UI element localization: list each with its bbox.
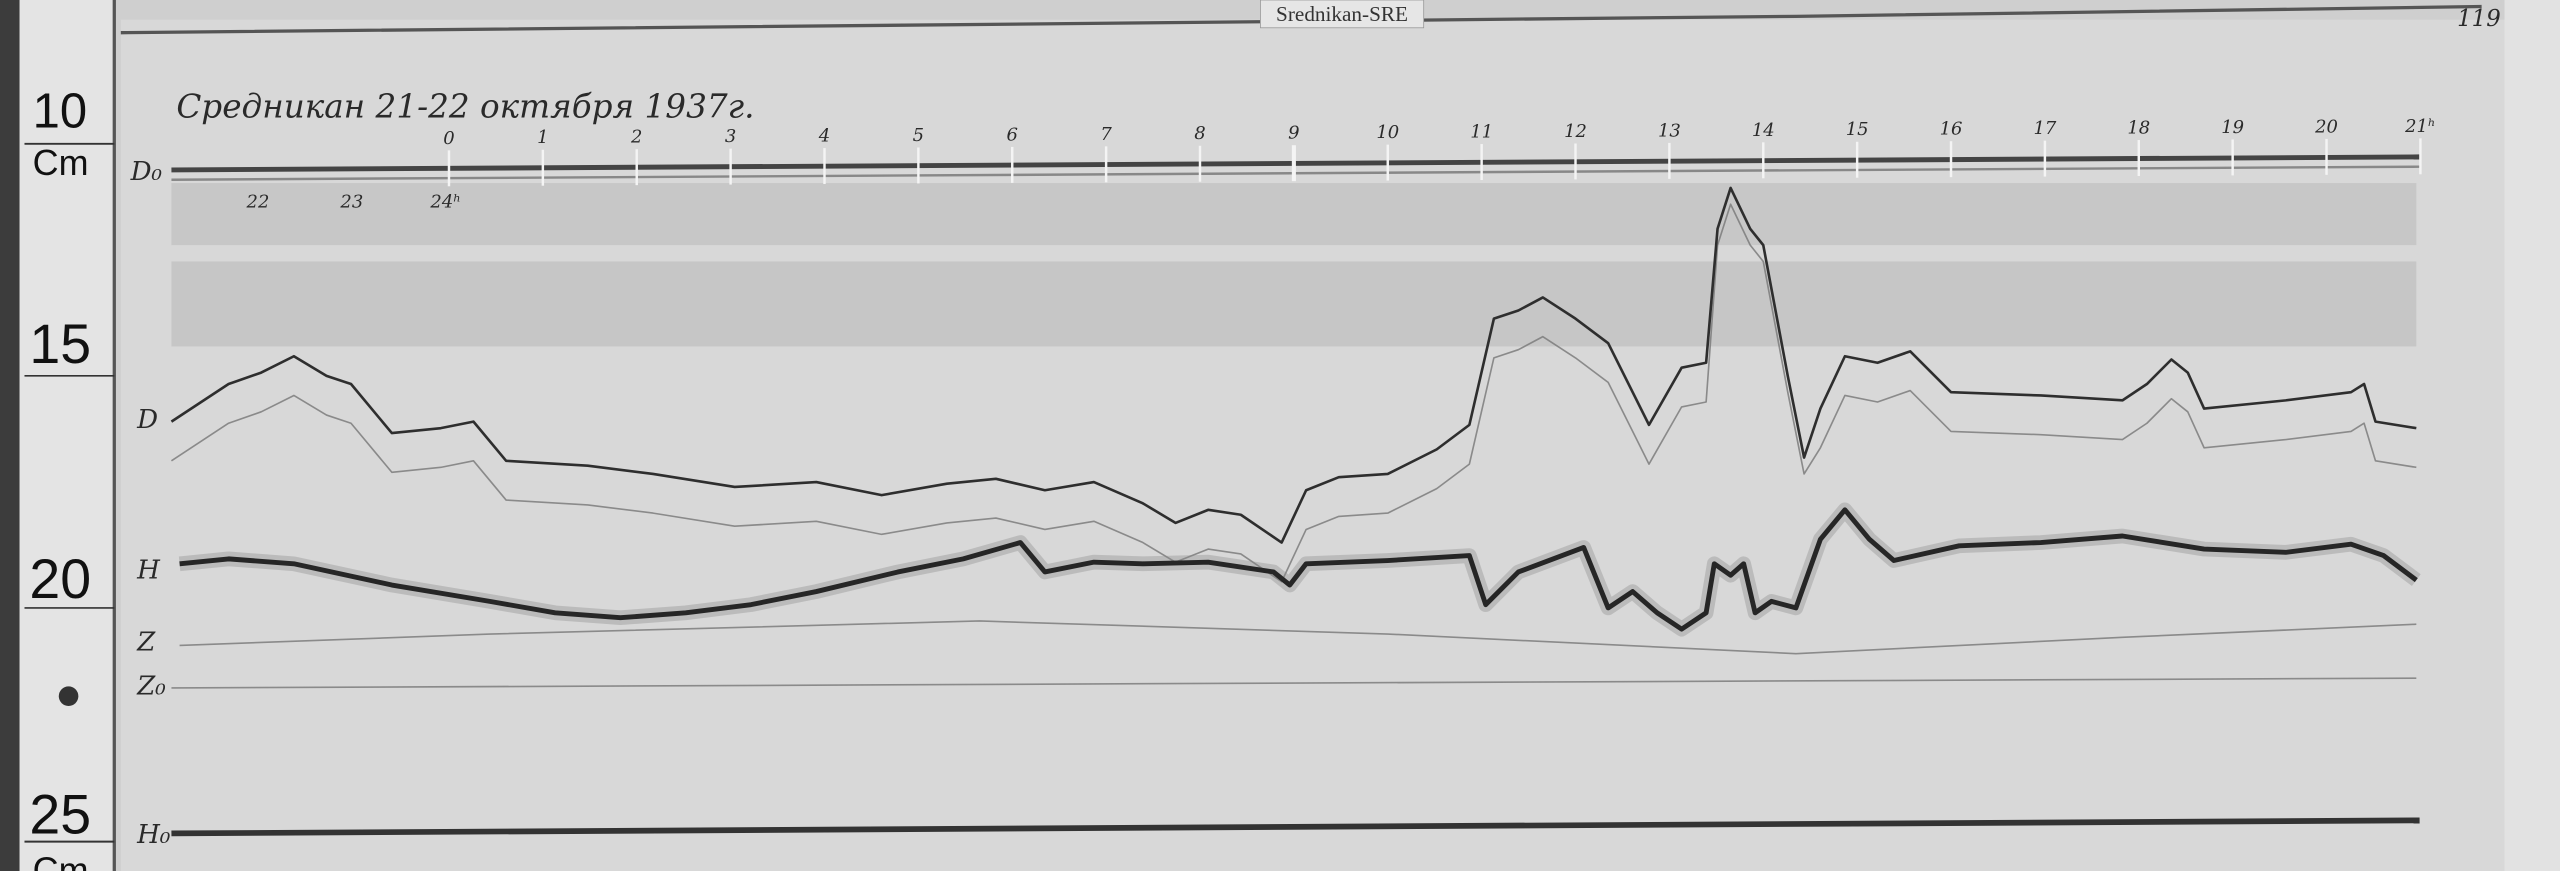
ruler-hole xyxy=(58,686,79,706)
hour-tick-label: 0 xyxy=(443,128,454,149)
hour-tick-label: 3 xyxy=(725,126,736,147)
band-2 xyxy=(171,261,2417,347)
ruler-mark-25: 25 xyxy=(29,783,91,845)
label-d: D xyxy=(136,405,158,435)
hour-tick-label: 14 xyxy=(1752,120,1775,141)
hour-tick-label: 16 xyxy=(1940,119,1963,140)
label-z: Z xyxy=(136,627,156,657)
hour-tick-label: 2 xyxy=(630,127,642,148)
hour-tick-label: 5 xyxy=(913,125,924,146)
hour-tick-label-prev-day: 24ʰ xyxy=(429,192,461,213)
hour-tick-label: 19 xyxy=(2221,117,2244,138)
hour-tick-label: 21ʰ xyxy=(2404,116,2436,137)
hour-tick-label: 10 xyxy=(1376,122,1399,143)
hour-tick-label: 7 xyxy=(1100,124,1112,145)
traces xyxy=(170,186,2421,655)
hour-tick-label: 6 xyxy=(1007,124,1018,145)
hour-tick-label: 17 xyxy=(2033,118,2056,139)
hour-tick-label: 12 xyxy=(1564,121,1587,142)
band-1 xyxy=(171,183,2417,246)
label-h0: H₀ xyxy=(136,820,171,850)
d-trace-secondary xyxy=(170,203,2417,583)
hour-tick-label: 4 xyxy=(818,126,830,147)
hour-tick-label: 1 xyxy=(537,127,548,148)
z0-baseline xyxy=(171,677,2417,689)
label-z0: Z₀ xyxy=(136,672,166,702)
hour-tick-label: 8 xyxy=(1194,123,1205,144)
d-trace xyxy=(170,186,2417,544)
handwritten-title: Средникан 21-22 октября 1937г. xyxy=(176,88,754,126)
hour-tick-label-prev-day: 22 xyxy=(246,192,270,213)
hour-tick-label: 20 xyxy=(2314,116,2338,137)
hour-tick-label: 15 xyxy=(1846,119,1869,140)
ruler: 10 Cm 15 20 25 Cm xyxy=(24,84,115,871)
dark-edge xyxy=(0,0,20,871)
label-d0: D₀ xyxy=(130,157,163,187)
h-trace xyxy=(179,507,2418,632)
ruler-unit-cm-bottom: Cm xyxy=(33,849,89,871)
ruler-strip xyxy=(19,0,115,871)
h0-baseline xyxy=(171,817,2420,837)
hour-tick-label: 9 xyxy=(1288,123,1299,144)
ruler-mark-15: 15 xyxy=(29,313,91,375)
hour-tick-label: 18 xyxy=(2127,118,2150,139)
hour-tick-label: 13 xyxy=(1658,120,1681,141)
hour-tick-label-prev-day: 23 xyxy=(339,192,363,213)
top-edge-line xyxy=(120,4,2482,35)
hour-tick-label: 11 xyxy=(1470,122,1493,143)
sheet-number: 119 xyxy=(2457,6,2501,32)
ruler-unit-cm: Cm xyxy=(33,142,89,183)
paper xyxy=(120,19,2505,871)
z-trace xyxy=(179,620,2417,655)
label-h: H xyxy=(136,555,161,585)
station-label-box xyxy=(1260,0,1425,29)
ruler-mark-20: 20 xyxy=(29,548,91,610)
station-label: Srednikan-SRE xyxy=(1276,2,1408,26)
ruler-mark-10: 10 xyxy=(33,84,87,138)
paper-margin xyxy=(2504,0,2560,871)
